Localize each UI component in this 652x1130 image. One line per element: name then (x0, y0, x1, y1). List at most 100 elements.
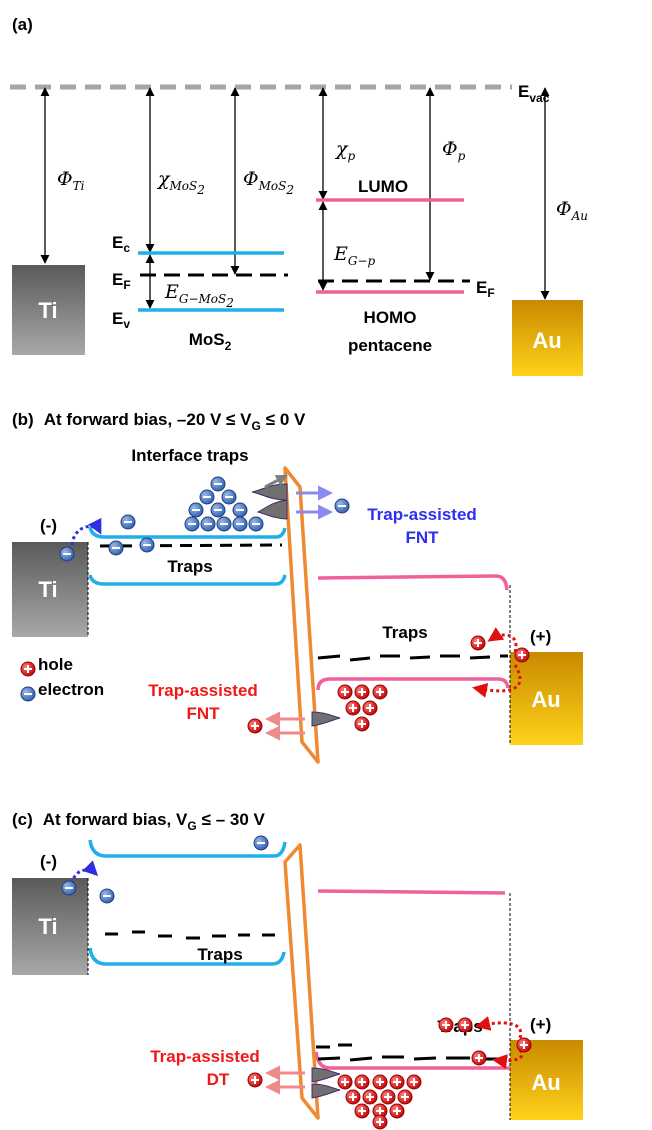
injection-arrow (492, 1049, 524, 1070)
trap-level (316, 1043, 505, 1062)
homo-label: HOMO (364, 308, 417, 327)
ec-label: Ec (112, 233, 130, 255)
mechanism-label: Trap-assisted (150, 1047, 260, 1066)
hole (20, 661, 36, 677)
legend-label: electron (38, 680, 104, 699)
hole (372, 684, 388, 700)
ti-label: Ti (38, 914, 57, 939)
mechanism-label: FNT (186, 704, 220, 723)
trap-states (251, 483, 288, 520)
ev-label: Ev (112, 309, 130, 331)
mechanism-label: Trap-assisted (148, 681, 258, 700)
au-electrode (510, 652, 583, 745)
hole (362, 1089, 378, 1105)
panel-title: (c) At forward bias, VG ≤ – 30 V (12, 810, 266, 833)
interface-traps-label: Interface traps (131, 446, 248, 465)
lumo-label: LUMO (358, 177, 408, 196)
electron (232, 516, 248, 532)
electron (210, 502, 226, 518)
carriers (20, 476, 532, 1130)
phi-p: Φp (442, 138, 466, 163)
trap-level (99, 543, 283, 548)
hole (514, 647, 530, 663)
barrier (283, 843, 320, 1120)
hole (354, 1074, 370, 1090)
hole (354, 1103, 370, 1119)
electron (139, 537, 155, 553)
ef-label: EF (476, 278, 495, 300)
hole (397, 1089, 413, 1105)
traps-label: Traps (197, 945, 242, 964)
chi-mos2: χMoS2 (156, 168, 205, 197)
trap-states (311, 1067, 341, 1099)
barrier (283, 466, 320, 764)
au-electrode (512, 300, 583, 376)
valence-band (88, 947, 286, 966)
ti-electrode (12, 265, 85, 355)
mechanism-label: DT (207, 1070, 230, 1089)
panel-title: (b) At forward bias, –20 V ≤ VG ≤ 0 V (12, 410, 306, 433)
hole (372, 1114, 388, 1130)
polarity-label: (+) (530, 1015, 551, 1034)
lumo-band (317, 889, 506, 895)
electron (120, 514, 136, 530)
mos2-label: MoS2 (189, 330, 232, 353)
mechanism-label: FNT (405, 528, 439, 547)
electron (221, 489, 237, 505)
electron (20, 686, 36, 702)
phi-au: ΦAu (556, 198, 588, 223)
injection-arrow (70, 517, 102, 546)
hole (247, 1072, 263, 1088)
polarity-label: (-) (40, 852, 57, 871)
electron (184, 516, 200, 532)
hole (337, 1074, 353, 1090)
mechanism-label: Trap-assisted (367, 505, 477, 524)
conduction-band (88, 839, 287, 858)
energy-arrows (40, 87, 550, 309)
ef-label: EF (112, 270, 131, 292)
polarity-label: (+) (530, 627, 551, 646)
hole (345, 1089, 361, 1105)
electron (61, 880, 77, 896)
panel-c: (c) At forward bias, VG ≤ – 30 V Ti Au Tra… (12, 810, 583, 1120)
polarity-label: (-) (40, 516, 57, 535)
hole (406, 1074, 422, 1090)
electron (210, 476, 226, 492)
lumo-band (317, 574, 509, 591)
legend-label: hole (38, 655, 73, 674)
injection-arrow (472, 664, 522, 698)
trap-states (311, 711, 341, 727)
ti-label: Ti (38, 577, 57, 602)
ti-label: Ti (38, 298, 57, 323)
electron (199, 489, 215, 505)
electron (248, 516, 264, 532)
electron (216, 516, 232, 532)
chi-p: χp (334, 138, 356, 163)
ti-electrode (12, 878, 88, 975)
panel-b: (b) At forward bias, –20 V ≤ VG ≤ 0 V Ti A… (12, 410, 583, 764)
hole (389, 1074, 405, 1090)
phi-ti: ΦTi (57, 168, 85, 193)
injection-arrow (487, 627, 518, 653)
phi-mos2: ΦMoS2 (243, 168, 294, 197)
electron (99, 888, 115, 904)
au-label: Au (531, 687, 560, 712)
hole (372, 1103, 388, 1119)
electron (200, 516, 216, 532)
electron (334, 498, 350, 514)
hole (354, 684, 370, 700)
trap-level (317, 654, 508, 662)
ti-electrode (12, 542, 88, 637)
au-label: Au (531, 1070, 560, 1095)
hole (438, 1017, 454, 1033)
hole (380, 1089, 396, 1105)
hole (345, 700, 361, 716)
electron (59, 546, 75, 562)
hole (457, 1017, 473, 1033)
trap-level (105, 930, 275, 940)
injection-arrow (475, 1016, 523, 1039)
traps-label: Traps (382, 623, 427, 642)
au-electrode (510, 1040, 583, 1120)
valence-band (88, 574, 287, 586)
